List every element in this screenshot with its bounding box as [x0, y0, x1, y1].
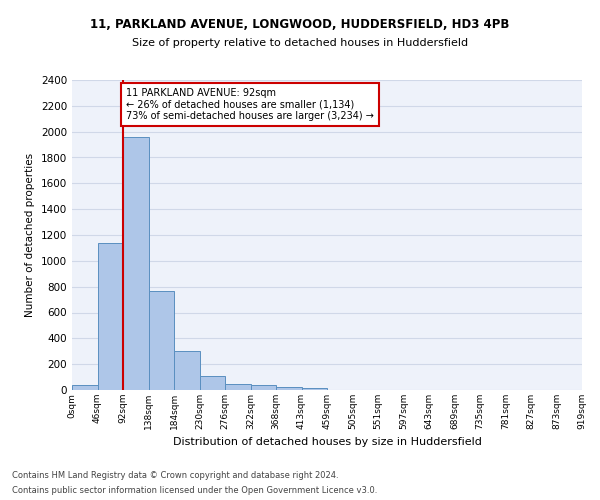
Bar — [276, 386, 302, 390]
Bar — [97, 244, 123, 390]
Bar — [302, 388, 327, 390]
Bar — [225, 384, 251, 390]
Bar — [199, 376, 225, 390]
Text: Contains HM Land Registry data © Crown copyright and database right 2024.: Contains HM Land Registry data © Crown c… — [12, 471, 338, 480]
Bar — [72, 386, 97, 390]
Bar — [174, 351, 199, 390]
Bar — [251, 385, 276, 390]
Text: 11 PARKLAND AVENUE: 92sqm
← 26% of detached houses are smaller (1,134)
73% of se: 11 PARKLAND AVENUE: 92sqm ← 26% of detac… — [126, 88, 374, 121]
Bar — [123, 137, 149, 390]
Text: 11, PARKLAND AVENUE, LONGWOOD, HUDDERSFIELD, HD3 4PB: 11, PARKLAND AVENUE, LONGWOOD, HUDDERSFI… — [91, 18, 509, 30]
X-axis label: Distribution of detached houses by size in Huddersfield: Distribution of detached houses by size … — [173, 438, 481, 448]
Y-axis label: Number of detached properties: Number of detached properties — [25, 153, 35, 317]
Text: Size of property relative to detached houses in Huddersfield: Size of property relative to detached ho… — [132, 38, 468, 48]
Text: Contains public sector information licensed under the Open Government Licence v3: Contains public sector information licen… — [12, 486, 377, 495]
Bar — [149, 290, 174, 390]
